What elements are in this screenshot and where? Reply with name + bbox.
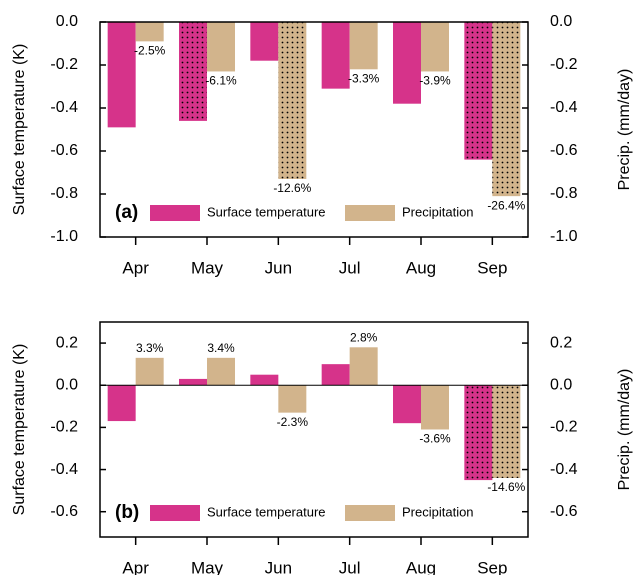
legend-swatch <box>345 205 395 221</box>
x-tick-label: May <box>191 258 224 277</box>
x-tick-label: Apr <box>122 558 149 575</box>
y2-tick-label: -0.8 <box>550 185 578 202</box>
stipple <box>278 22 307 179</box>
y-axis-title: Surface temperature (K) <box>11 44 28 216</box>
bar <box>250 374 279 386</box>
y2-tick-label: 0.0 <box>550 376 572 393</box>
bar <box>393 22 421 104</box>
bar <box>321 364 350 386</box>
bar-annotation: 3.3% <box>136 341 164 355</box>
bar <box>207 357 235 386</box>
x-tick-label: Sep <box>477 558 507 575</box>
bar-annotation: 3.4% <box>207 341 235 355</box>
stipple <box>492 22 521 197</box>
panel-label: (b) <box>115 502 139 523</box>
y2-tick-label: -0.4 <box>550 461 578 478</box>
legend-swatch <box>150 205 200 221</box>
y2-tick-label: -1.0 <box>550 228 578 245</box>
y2-tick-label: 0.2 <box>550 334 572 351</box>
bar-annotation: -3.6% <box>419 432 451 446</box>
x-tick-label: Aug <box>406 558 436 575</box>
legend-label: Precipitation <box>402 504 474 519</box>
y-axis-title: Surface temperature (K) <box>11 344 28 516</box>
bar-annotation: -3.9% <box>419 74 451 88</box>
bar <box>250 22 279 61</box>
stipple <box>179 22 207 121</box>
bar-annotation: -6.1% <box>205 74 237 88</box>
bar-annotation: -14.6% <box>487 480 525 494</box>
bar-annotation: -26.4% <box>487 198 525 212</box>
legend-label: Precipitation <box>402 204 474 219</box>
x-tick-label: Jun <box>265 258 292 277</box>
y-tick-label: -0.6 <box>50 142 78 159</box>
y2-tick-label: -0.2 <box>550 419 578 436</box>
y-tick-label: -1.0 <box>50 228 78 245</box>
bar <box>107 385 136 422</box>
x-tick-label: May <box>191 558 224 575</box>
bar <box>278 385 307 413</box>
bar <box>393 385 421 424</box>
stipple <box>464 22 493 160</box>
x-tick-label: Jul <box>339 258 361 277</box>
y-tick-label: 0.0 <box>56 13 78 30</box>
y-tick-label: -0.4 <box>50 461 78 478</box>
y2-tick-label: -0.6 <box>550 503 578 520</box>
bar <box>349 22 378 70</box>
y-tick-label: -0.8 <box>50 185 78 202</box>
plot-frame <box>99 21 529 238</box>
y-tick-label: 0.2 <box>56 334 78 351</box>
panel-label: (a) <box>115 202 138 223</box>
stipple <box>492 385 521 478</box>
bar <box>135 357 164 386</box>
x-tick-label: Sep <box>477 258 507 277</box>
bar-annotation: -3.3% <box>348 71 380 85</box>
stipple <box>464 385 493 481</box>
bar <box>421 22 449 72</box>
y2-axis-title: Precip. (mm/day) <box>616 69 633 191</box>
y2-tick-label: 0.0 <box>550 13 572 30</box>
legend-swatch <box>150 505 200 521</box>
x-tick-label: Jun <box>265 558 292 575</box>
bar-annotation: 2.8% <box>350 330 378 344</box>
bar-annotation: -2.3% <box>277 415 309 429</box>
y-tick-label: -0.4 <box>50 99 78 116</box>
legend-label: Surface temperature <box>207 204 326 219</box>
y2-tick-label: -0.2 <box>550 56 578 73</box>
y-tick-label: -0.2 <box>50 419 78 436</box>
bar <box>321 22 350 89</box>
x-tick-label: Aug <box>406 258 436 277</box>
bar <box>107 22 136 128</box>
bar <box>179 378 207 386</box>
x-tick-label: Apr <box>122 258 149 277</box>
bar <box>207 22 235 72</box>
y2-axis-title: Precip. (mm/day) <box>616 369 633 491</box>
x-tick-label: Jul <box>339 558 361 575</box>
bar-annotation: -2.5% <box>134 44 166 58</box>
y-tick-label: 0.0 <box>56 376 78 393</box>
legend-label: Surface temperature <box>207 504 326 519</box>
plot-frame <box>99 321 529 538</box>
y2-tick-label: -0.4 <box>550 99 578 116</box>
bar <box>135 22 164 42</box>
y-tick-label: -0.2 <box>50 56 78 73</box>
y2-tick-label: -0.6 <box>550 142 578 159</box>
bar <box>349 347 378 386</box>
legend-swatch <box>345 505 395 521</box>
bar-annotation: -12.6% <box>273 181 311 195</box>
bar <box>421 385 449 430</box>
y-tick-label: -0.6 <box>50 503 78 520</box>
